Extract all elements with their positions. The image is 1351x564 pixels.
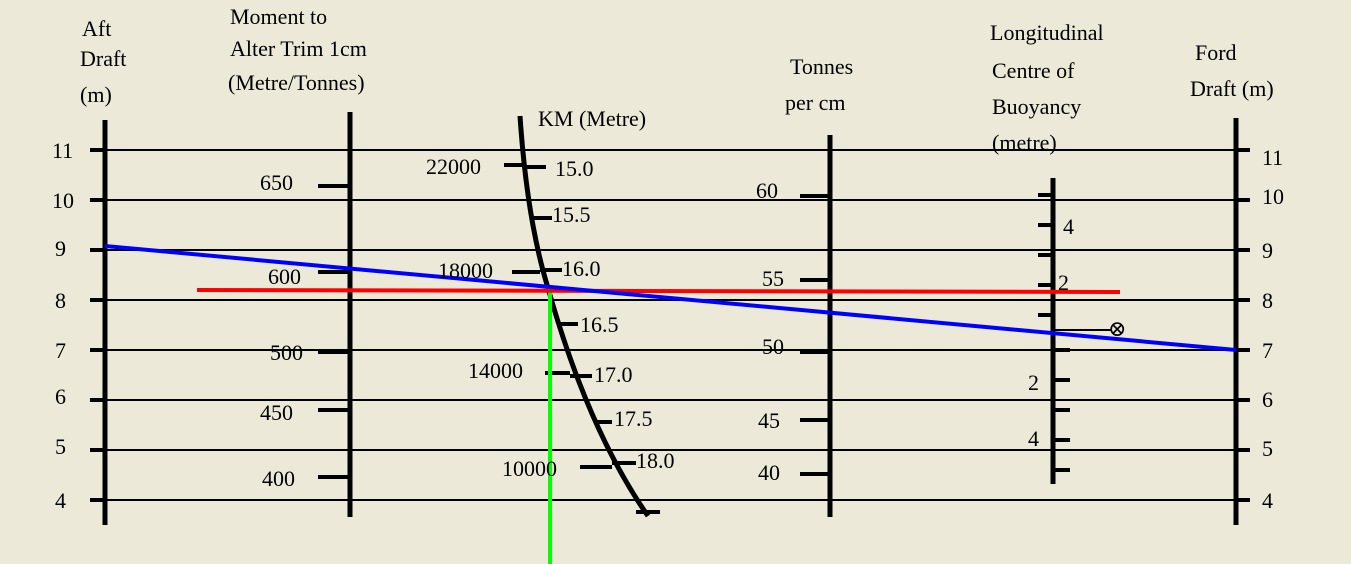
lcb-labels: 4 2 2 4 ⊗: [1028, 214, 1126, 451]
aft-label: 4: [55, 488, 66, 513]
red-line: [196, 288, 1121, 294]
ford-label: 11: [1262, 145, 1283, 170]
aft-header: Aft Draft (m): [80, 16, 132, 107]
aft-label: 7: [55, 338, 66, 363]
km-labels: 15.0 15.5 16.0 16.5 17.0 17.5 18.0: [552, 156, 675, 473]
ford-label: 6: [1262, 387, 1273, 412]
mct-label: 500: [270, 340, 303, 365]
ford-draft-labels: 11 10 9 8 7 6 5 4: [1262, 145, 1284, 513]
aft-label: 9: [55, 236, 66, 261]
km-label: 16.5: [580, 312, 619, 337]
aft-label: 6: [55, 384, 66, 409]
mct-header: Moment to Alter Trim 1cm (Metre/Tonnes): [228, 4, 372, 95]
ford-label: 10: [1262, 184, 1284, 209]
displacement-label: 22000: [426, 154, 481, 179]
mct-label: 600: [268, 264, 301, 289]
tpc-label: 40: [758, 460, 780, 485]
lcb-label: 2: [1058, 270, 1069, 295]
tpc-header: Tonnes per cm: [785, 54, 859, 115]
ford-label: 4: [1262, 488, 1273, 513]
displacement-label: 18000: [438, 258, 493, 283]
ford-label: 8: [1262, 288, 1273, 313]
displacement-labels: 22000 18000 14000 10000: [426, 154, 557, 481]
tpc-label: 45: [758, 408, 780, 433]
lcb-zero-icon: ⊗: [1108, 316, 1126, 341]
mct-labels: 650 600 500 450 400: [260, 170, 303, 491]
lcb-label: 4: [1063, 214, 1074, 239]
km-label: 15.0: [555, 156, 594, 181]
tpc-label: 60: [756, 178, 778, 203]
displacement-label: 10000: [502, 456, 557, 481]
lcb-label: 2: [1028, 370, 1039, 395]
aft-label: 5: [55, 434, 66, 459]
mct-label: 650: [260, 170, 293, 195]
km-label: 17.5: [614, 406, 653, 431]
draft-grid: [90, 149, 1240, 501]
mct-label: 400: [262, 466, 295, 491]
km-label: 15.5: [552, 202, 591, 227]
aft-draft-labels: 11 10 9 8 7 6 5 4: [52, 138, 74, 513]
km-label: 16.0: [562, 256, 601, 281]
lcb-header: Longitudinal Centre of Buoyancy (metre): [990, 20, 1109, 155]
tpc-label: 50: [762, 334, 784, 359]
ford-label: 9: [1262, 238, 1273, 263]
aft-label: 11: [52, 138, 73, 163]
tpc-label: 55: [762, 266, 784, 291]
km-header: KM (Metre): [538, 106, 646, 131]
km-label: 18.0: [636, 448, 675, 473]
displacement-label: 14000: [468, 358, 523, 383]
blue-line: [104, 244, 1237, 352]
mct-label: 450: [260, 400, 293, 425]
tpc-labels: 60 55 50 45 40: [756, 178, 784, 485]
ford-header: Ford Draft (m): [1190, 40, 1274, 101]
ford-label: 7: [1262, 338, 1273, 363]
km-label: 17.0: [594, 362, 633, 387]
aft-label: 8: [55, 288, 66, 313]
lcb-label: 4: [1028, 426, 1039, 451]
aft-label: 10: [52, 188, 74, 213]
ford-label: 5: [1262, 436, 1273, 461]
